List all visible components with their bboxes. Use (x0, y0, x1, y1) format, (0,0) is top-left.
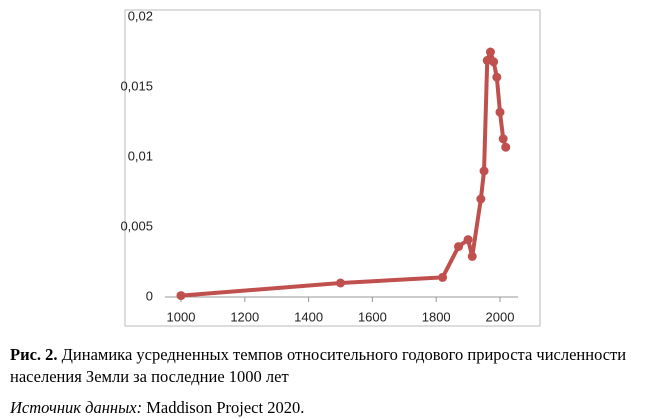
data-point (476, 194, 486, 204)
y-tick-label: 0,015 (120, 78, 153, 93)
y-tick-label: 0,02 (128, 8, 153, 23)
data-point (495, 107, 505, 117)
data-point (454, 242, 464, 252)
caption-label: Рис. 2. (10, 345, 58, 364)
data-point (336, 278, 345, 288)
data-point (463, 235, 473, 245)
data-point (492, 72, 502, 82)
chart-border (124, 9, 541, 327)
data-point (467, 251, 477, 261)
data-point (176, 291, 186, 301)
x-tick-label: 2000 (486, 309, 515, 324)
data-point (498, 134, 508, 144)
y-tick-label: 0,005 (120, 218, 153, 233)
y-tick-label: 0,01 (128, 148, 153, 163)
x-tick-label: 1800 (422, 309, 451, 324)
data-point (489, 57, 499, 67)
source: Источник данных: Maddison Project 2020. (10, 397, 660, 419)
source-text: Maddison Project 2020. (146, 398, 305, 417)
data-point (438, 272, 448, 282)
x-tick-label: 1000 (167, 309, 196, 324)
caption-text: Динамика усредненных темпов относительно… (10, 345, 627, 386)
x-tick-label: 1600 (358, 309, 387, 324)
data-point (485, 47, 495, 57)
x-tick-label: 1200 (230, 309, 259, 324)
series-line (179, 50, 508, 298)
data-point (501, 142, 511, 152)
data-point (479, 166, 489, 176)
y-tick-label: 0 (146, 288, 153, 303)
x-tick-label: 1400 (294, 309, 323, 324)
chart: 0 0,005 0,01 0,015 0,02 1000 1200 1400 1600 1800 2… (120, 8, 541, 327)
source-label: Источник данных: (10, 398, 143, 417)
caption: Рис. 2. Динамика усредненных темпов отно… (10, 344, 660, 388)
